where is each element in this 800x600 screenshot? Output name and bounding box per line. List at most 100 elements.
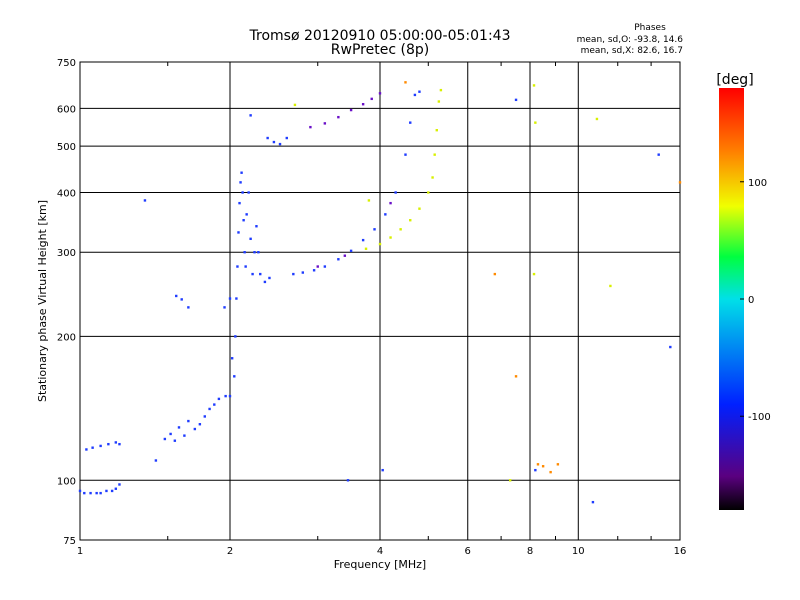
data-point xyxy=(228,394,232,398)
data-point xyxy=(169,432,172,436)
x-tick-label: 16 xyxy=(674,546,687,557)
data-point xyxy=(439,88,443,92)
data-point xyxy=(378,242,382,246)
data-point xyxy=(534,468,537,472)
data-point xyxy=(255,225,258,228)
data-point xyxy=(389,201,392,205)
data-point xyxy=(99,444,102,448)
phases-info-x: mean, sd,X: 82.6, 16.7 xyxy=(581,46,683,56)
data-point xyxy=(183,434,186,437)
data-point xyxy=(556,463,560,466)
data-point xyxy=(292,272,295,276)
colorbar-tick-label: 0 xyxy=(748,295,754,306)
data-point xyxy=(418,90,421,93)
data-point xyxy=(224,394,227,398)
y-tick-label: 500 xyxy=(57,142,76,153)
y-tick-label: 400 xyxy=(57,188,76,199)
data-point xyxy=(532,84,536,87)
data-point xyxy=(595,117,599,121)
data-point xyxy=(399,228,402,231)
data-point xyxy=(217,397,221,401)
data-point xyxy=(337,115,340,119)
data-point xyxy=(343,254,347,257)
data-point xyxy=(257,251,260,254)
data-point xyxy=(198,423,202,426)
data-point xyxy=(187,306,190,309)
data-point xyxy=(514,375,518,378)
data-point xyxy=(433,153,436,156)
y-axis-label: Stationary phase Virtual Height [km] xyxy=(36,200,49,402)
data-point xyxy=(323,265,327,268)
colorbar-label: [deg] xyxy=(716,72,753,88)
data-point xyxy=(309,125,312,129)
data-point xyxy=(245,213,248,216)
x-tick-label: 8 xyxy=(527,546,533,557)
data-point xyxy=(233,375,236,378)
data-point xyxy=(373,228,376,231)
data-point xyxy=(549,470,552,474)
data-point xyxy=(238,201,241,205)
data-point xyxy=(413,93,417,97)
data-point xyxy=(678,181,682,184)
data-point xyxy=(657,153,660,156)
data-point xyxy=(541,465,545,468)
data-points xyxy=(78,81,682,504)
data-point xyxy=(241,191,244,194)
data-point xyxy=(85,448,88,451)
y-tick-label: 750 xyxy=(57,58,76,69)
chart-title: Tromsø 20120910 05:00:00-05:01:43 xyxy=(249,28,511,44)
data-point xyxy=(239,181,242,184)
data-point xyxy=(243,251,246,254)
data-point xyxy=(361,103,365,106)
data-point xyxy=(193,427,197,431)
data-point xyxy=(163,437,167,441)
data-point xyxy=(235,297,238,300)
data-point xyxy=(268,276,271,280)
data-point xyxy=(114,487,118,490)
data-point xyxy=(251,272,254,276)
data-point xyxy=(242,219,245,222)
data-point xyxy=(591,500,595,504)
data-point xyxy=(389,236,392,239)
data-point xyxy=(180,298,183,301)
data-point xyxy=(249,114,252,117)
phases-info-o: mean, sd,O: -93.8, 14.6 xyxy=(577,35,684,45)
data-point xyxy=(78,489,82,493)
data-point xyxy=(493,272,497,276)
data-point xyxy=(143,199,147,202)
colorbar-ticks: 100 0 -100 xyxy=(740,178,771,423)
phases-info-title: Phases xyxy=(634,23,666,33)
x-tick-label: 6 xyxy=(465,546,471,557)
data-point xyxy=(409,219,412,222)
data-point xyxy=(154,459,158,462)
data-point xyxy=(409,121,412,124)
data-point xyxy=(244,265,247,268)
data-point xyxy=(114,441,118,444)
y-tick-label: 600 xyxy=(57,104,76,115)
data-point xyxy=(418,207,421,210)
data-point xyxy=(237,231,240,234)
x-tick-label: 4 xyxy=(377,546,383,557)
axis-ticks: 1 2 4 6 8 10 16 75 100 200 300 400 500 600 750 xyxy=(57,58,686,557)
data-point xyxy=(272,140,276,144)
data-point xyxy=(253,251,256,254)
data-point xyxy=(384,213,387,216)
data-point xyxy=(213,403,216,406)
data-point xyxy=(203,415,206,418)
data-point xyxy=(349,249,353,253)
chart-subtitle: RwPretec (8p) xyxy=(331,42,429,58)
data-point xyxy=(249,237,252,241)
data-point xyxy=(346,479,350,482)
data-point xyxy=(266,136,269,140)
y-tick-label: 100 xyxy=(57,476,76,487)
data-point xyxy=(228,297,232,300)
data-point xyxy=(514,98,518,102)
x-axis-label: Frequency [MHz] xyxy=(334,558,426,571)
colorbar xyxy=(719,88,744,510)
data-point xyxy=(259,272,262,276)
x-tick-label: 10 xyxy=(572,546,585,557)
data-point xyxy=(223,306,226,309)
data-point xyxy=(83,491,86,495)
data-point xyxy=(323,122,327,125)
data-point xyxy=(89,491,92,495)
